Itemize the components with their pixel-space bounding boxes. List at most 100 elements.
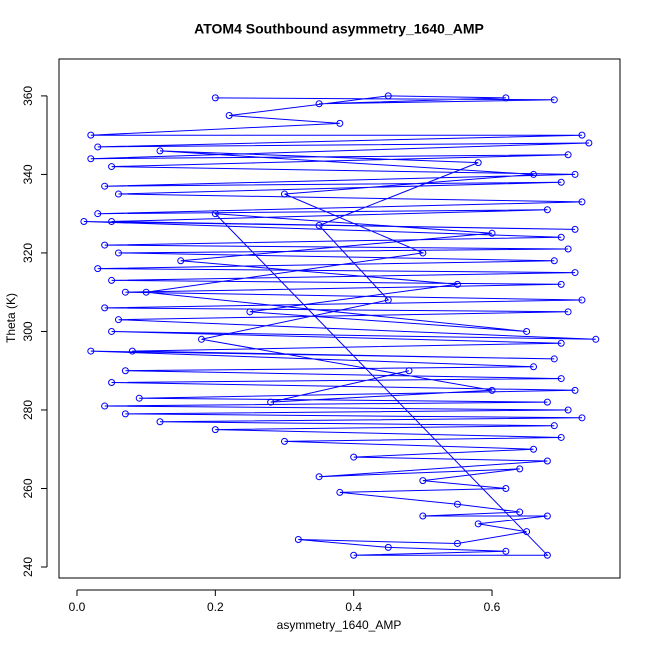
x-tick-label: 0.2 <box>207 600 224 614</box>
data-point <box>523 528 531 536</box>
data-point <box>121 367 129 375</box>
data-point <box>101 304 109 312</box>
data-point <box>336 119 344 127</box>
data-point <box>557 233 565 241</box>
data-point <box>108 327 116 335</box>
data-point <box>225 112 233 120</box>
data-point <box>197 335 205 343</box>
y-tick-label: 280 <box>21 400 35 420</box>
y-tick-label: 240 <box>21 557 35 577</box>
data-point <box>135 394 143 402</box>
data-point <box>530 445 538 453</box>
data-point <box>384 296 392 304</box>
data-point <box>488 229 496 237</box>
data-point <box>405 367 413 375</box>
data-point <box>488 386 496 394</box>
data-point <box>564 245 572 253</box>
y-tick-label: 340 <box>21 164 35 184</box>
data-point <box>502 547 510 555</box>
data-point <box>585 139 593 147</box>
data-point <box>543 206 551 214</box>
data-point <box>564 308 572 316</box>
data-point <box>128 347 136 355</box>
data-point <box>94 265 102 273</box>
data-point <box>419 477 427 485</box>
x-tick-label: 0.0 <box>69 600 86 614</box>
data-point <box>530 170 538 178</box>
data-point <box>315 100 323 108</box>
data-point <box>516 508 524 516</box>
plot-frame <box>58 58 621 579</box>
data-point <box>564 151 572 159</box>
data-point <box>87 155 95 163</box>
y-tick-label: 300 <box>21 321 35 341</box>
data-point <box>156 418 164 426</box>
data-point <box>211 210 219 218</box>
data-point <box>592 335 600 343</box>
data-point <box>281 437 289 445</box>
data-point <box>315 473 323 481</box>
data-point <box>571 269 579 277</box>
data-point <box>101 402 109 410</box>
data-point <box>177 257 185 265</box>
data-point <box>571 225 579 233</box>
data-point <box>156 147 164 155</box>
data-point <box>571 386 579 394</box>
data-point <box>87 131 95 139</box>
data-point <box>211 426 219 434</box>
data-point <box>419 249 427 257</box>
data-point <box>108 378 116 386</box>
data-point <box>578 414 586 422</box>
data-point <box>108 163 116 171</box>
x-tick-label: 0.6 <box>484 600 501 614</box>
y-tick-label: 320 <box>21 243 35 263</box>
data-point <box>294 536 302 544</box>
data-point <box>550 355 558 363</box>
data-point <box>557 375 565 383</box>
data-point <box>550 96 558 104</box>
data-point <box>267 398 275 406</box>
data-point <box>87 347 95 355</box>
data-point <box>101 182 109 190</box>
data-point <box>94 143 102 151</box>
data-point <box>530 363 538 371</box>
data-point <box>94 210 102 218</box>
data-point <box>557 178 565 186</box>
data-point <box>142 288 150 296</box>
data-point <box>336 488 344 496</box>
data-point <box>578 296 586 304</box>
chart-title: ATOM4 Southbound asymmetry_1640_AMP <box>194 21 484 37</box>
y-axis-label: Theta (K) <box>4 293 18 343</box>
data-point <box>384 92 392 100</box>
data-point <box>557 433 565 441</box>
data-point <box>557 339 565 347</box>
data-point <box>502 94 510 102</box>
data-point <box>114 190 122 198</box>
data-point <box>474 520 482 528</box>
data-point <box>121 288 129 296</box>
data-point <box>101 241 109 249</box>
data-point <box>211 94 219 102</box>
data-point <box>384 543 392 551</box>
data-point <box>571 170 579 178</box>
y-tick-label: 360 <box>21 86 35 106</box>
data-point <box>543 398 551 406</box>
y-tick-label: 260 <box>21 478 35 498</box>
data-point <box>557 280 565 288</box>
data-point <box>108 218 116 226</box>
data-point <box>453 539 461 547</box>
x-tick-label: 0.4 <box>345 600 362 614</box>
data-point <box>516 465 524 473</box>
data-point <box>578 198 586 206</box>
data-point <box>543 512 551 520</box>
x-axis-label: asymmetry_1640_AMP <box>277 618 402 632</box>
data-point <box>80 218 88 226</box>
data-point <box>543 551 551 559</box>
data-point <box>114 249 122 257</box>
data-point <box>121 410 129 418</box>
data-point <box>550 257 558 265</box>
data-point <box>564 406 572 414</box>
data-point <box>350 453 358 461</box>
